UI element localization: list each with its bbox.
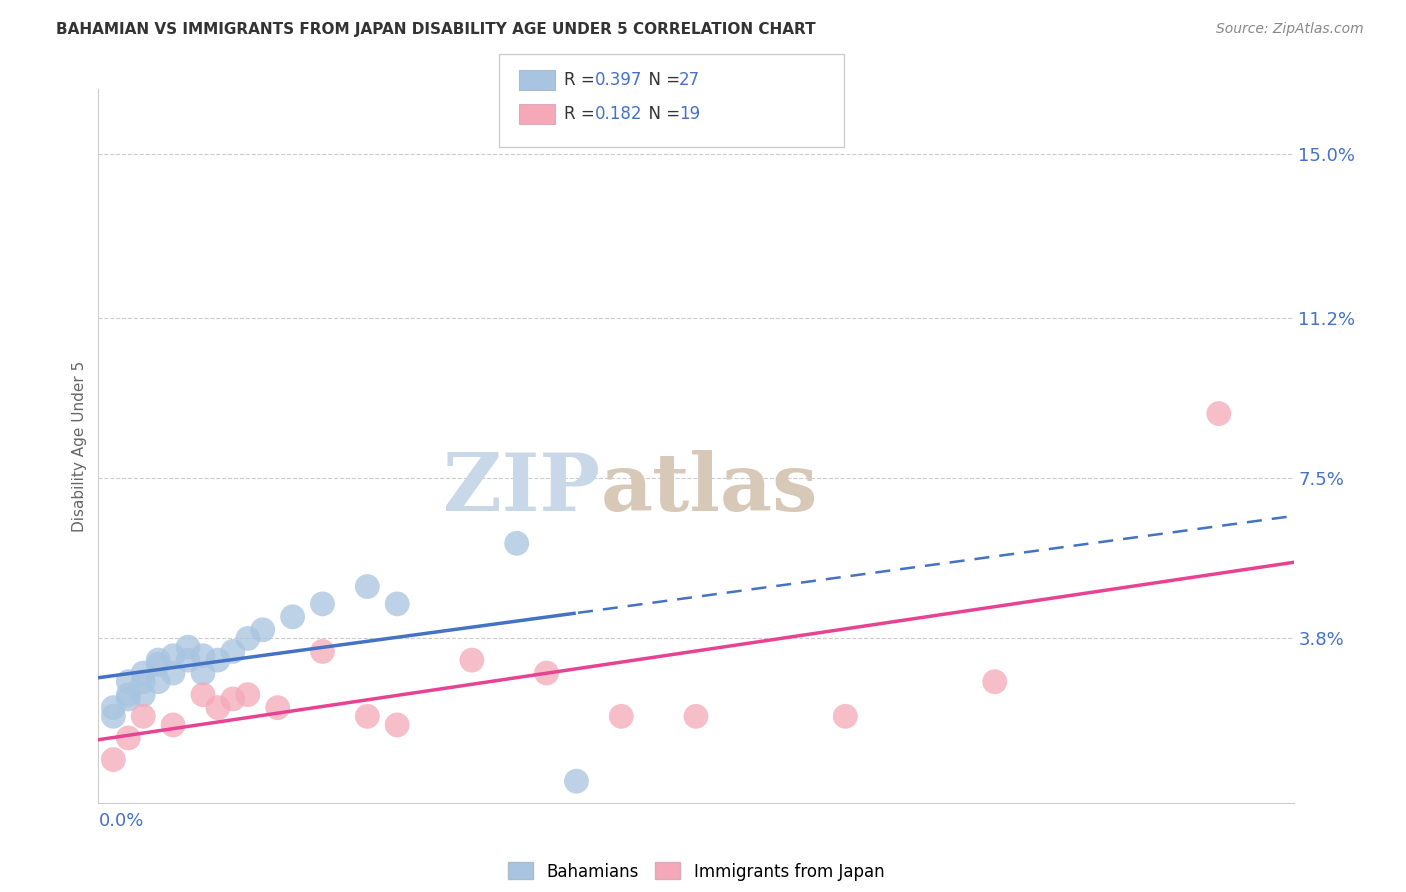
Point — [834, 709, 856, 723]
Point — [385, 718, 409, 732]
Text: 19: 19 — [679, 105, 700, 123]
Point — [191, 688, 214, 702]
Text: R =: R = — [564, 105, 600, 123]
Point — [983, 674, 1005, 689]
Text: ZIP: ZIP — [443, 450, 600, 528]
Text: atlas: atlas — [600, 450, 818, 528]
Point — [103, 700, 125, 714]
Point — [207, 700, 229, 714]
Point — [117, 731, 139, 745]
Point — [685, 709, 707, 723]
Point — [311, 644, 333, 658]
Point — [236, 632, 259, 646]
Point — [117, 692, 139, 706]
Point — [506, 536, 529, 550]
Text: 0.182: 0.182 — [595, 105, 643, 123]
Point — [132, 709, 155, 723]
Point — [356, 580, 378, 594]
Point — [267, 700, 290, 714]
Point — [148, 657, 170, 672]
Point — [132, 666, 155, 681]
Point — [207, 653, 229, 667]
Point — [236, 688, 259, 702]
Point — [103, 709, 125, 723]
Point — [162, 648, 184, 663]
Point — [281, 610, 304, 624]
Legend: Bahamians, Immigrants from Japan: Bahamians, Immigrants from Japan — [501, 855, 891, 888]
Point — [536, 666, 558, 681]
Point — [117, 688, 139, 702]
Point — [252, 623, 274, 637]
Point — [311, 597, 333, 611]
Text: 0.0%: 0.0% — [98, 812, 143, 830]
Text: N =: N = — [638, 105, 686, 123]
Point — [162, 666, 184, 681]
Point — [148, 653, 170, 667]
Point — [162, 718, 184, 732]
Point — [385, 597, 409, 611]
Point — [191, 648, 214, 663]
Point — [132, 674, 155, 689]
Point — [222, 692, 245, 706]
Point — [177, 640, 200, 654]
Text: Source: ZipAtlas.com: Source: ZipAtlas.com — [1216, 22, 1364, 37]
Point — [117, 674, 139, 689]
Point — [461, 653, 484, 667]
Point — [610, 709, 633, 723]
Text: 27: 27 — [679, 71, 700, 89]
Point — [132, 688, 155, 702]
Text: 0.397: 0.397 — [595, 71, 643, 89]
Point — [1208, 407, 1230, 421]
Point — [191, 666, 214, 681]
Point — [103, 753, 125, 767]
Point — [177, 653, 200, 667]
Text: R =: R = — [564, 71, 600, 89]
Point — [222, 644, 245, 658]
Point — [148, 674, 170, 689]
Y-axis label: Disability Age Under 5: Disability Age Under 5 — [72, 360, 87, 532]
Point — [565, 774, 588, 789]
Text: N =: N = — [638, 71, 686, 89]
Text: BAHAMIAN VS IMMIGRANTS FROM JAPAN DISABILITY AGE UNDER 5 CORRELATION CHART: BAHAMIAN VS IMMIGRANTS FROM JAPAN DISABI… — [56, 22, 815, 37]
Point — [356, 709, 378, 723]
